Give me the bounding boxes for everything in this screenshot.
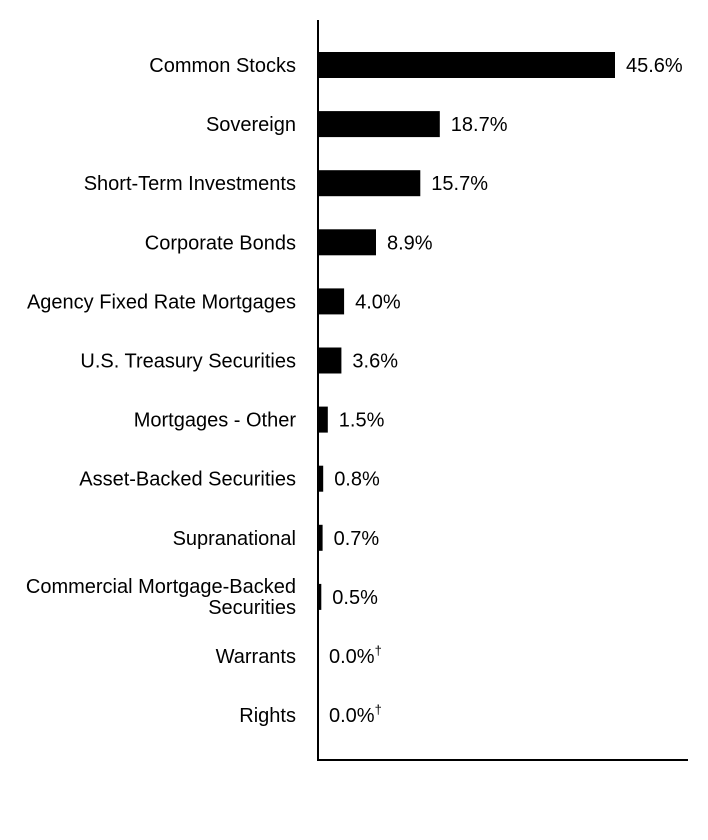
value-label: 8.9% — [387, 232, 433, 254]
category-label: U.S. Treasury Securities — [80, 351, 296, 373]
value-label: 0.8% — [334, 469, 380, 491]
bars-layer — [318, 52, 615, 610]
category-label: Common Stocks — [149, 55, 296, 77]
value-label: 45.6% — [626, 55, 683, 77]
category-label: Supranational — [173, 528, 296, 550]
bar — [318, 524, 323, 551]
value-label: 18.7% — [451, 114, 508, 136]
category-label: Agency Fixed Rate Mortgages — [27, 291, 296, 313]
bar — [318, 406, 328, 433]
value-label: 0.0%† — [329, 702, 382, 727]
value-label: 0.5% — [332, 587, 378, 609]
bar — [318, 52, 615, 78]
bar — [318, 111, 440, 138]
bar — [318, 465, 324, 492]
category-label: Asset-Backed Securities — [79, 469, 296, 491]
value-label: 0.7% — [334, 528, 380, 550]
value-label: 0.0%† — [329, 643, 382, 668]
category-label: Rights — [239, 705, 296, 727]
bar — [318, 583, 322, 610]
footnote-dagger: † — [375, 702, 382, 717]
category-label: Mortgages - Other — [134, 410, 297, 432]
category-label: Warrants — [216, 646, 296, 668]
category-label: Commercial Mortgage-Backed Securities — [26, 576, 296, 619]
category-label: Corporate Bonds — [145, 232, 296, 254]
footnote-dagger: † — [375, 643, 382, 658]
bar — [318, 229, 376, 256]
category-label: Sovereign — [206, 114, 296, 136]
value-label: 3.6% — [352, 351, 398, 373]
value-label: 1.5% — [339, 410, 385, 432]
bar — [318, 170, 421, 197]
value-label: 15.7% — [431, 173, 488, 195]
bar — [318, 288, 345, 315]
category-label: Short-Term Investments — [84, 173, 296, 195]
labels-layer: Common Stocks 45.6% Sovereign 18.7% Short-Te… — [26, 55, 683, 727]
bar — [318, 347, 342, 374]
value-label: 4.0% — [355, 291, 401, 313]
